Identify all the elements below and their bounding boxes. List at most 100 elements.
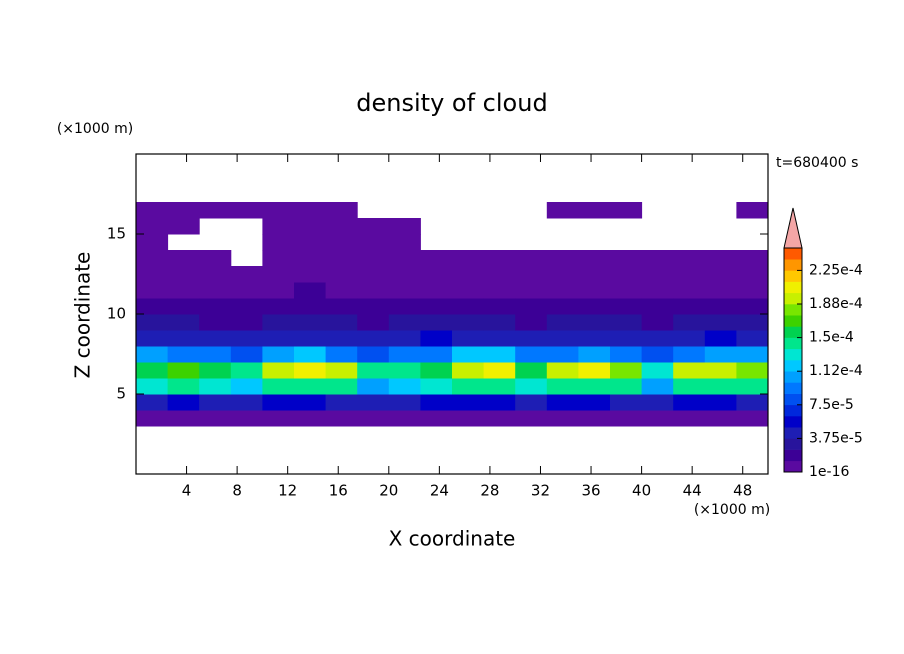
contour-cell xyxy=(167,346,200,363)
contour-cell xyxy=(136,218,169,235)
contour-cell xyxy=(641,282,674,299)
contour-cell xyxy=(578,394,611,411)
contour-cell xyxy=(136,266,169,283)
contour-cell xyxy=(262,410,295,427)
contour-cell xyxy=(167,266,200,283)
contour-cell xyxy=(294,266,327,283)
x-tick-label: 36 xyxy=(581,482,600,500)
contour-cell xyxy=(578,282,611,299)
contour-cell xyxy=(736,394,769,411)
contour-cell xyxy=(357,234,390,251)
contour-cell xyxy=(420,410,453,427)
contour-cell xyxy=(736,378,769,395)
contour-cell xyxy=(199,298,232,315)
contour-cell xyxy=(483,410,516,427)
contour-cell xyxy=(673,330,706,347)
contour-cell xyxy=(420,362,453,379)
colorbar-segment xyxy=(784,382,802,394)
contour-cell xyxy=(167,330,200,347)
contour-cell xyxy=(325,298,358,315)
contour-cell xyxy=(420,250,453,267)
colorbar-segment xyxy=(784,416,802,428)
colorbar-segment xyxy=(784,460,802,473)
contour-cell xyxy=(546,362,579,379)
contour-cell xyxy=(388,234,421,251)
contour-cell xyxy=(230,410,263,427)
contour-cell xyxy=(136,330,169,347)
colorbar-tick-label: 3.75e-5 xyxy=(809,430,863,446)
contour-cell xyxy=(167,298,200,315)
contour-cell xyxy=(262,218,295,235)
x-tick-label: 24 xyxy=(430,482,449,500)
contour-cell xyxy=(136,234,169,251)
contour-cell xyxy=(515,250,548,267)
contour-cell xyxy=(294,314,327,331)
contour-cell xyxy=(388,362,421,379)
contour-cell xyxy=(673,346,706,363)
y-unit: (×1000 m) xyxy=(57,121,133,137)
colorbar-frame xyxy=(783,247,803,473)
contour-cell xyxy=(136,394,169,411)
contour-cell xyxy=(294,362,327,379)
colorbar-segment xyxy=(784,337,802,350)
contour-cell xyxy=(420,282,453,299)
contour-cell xyxy=(546,314,579,331)
contour-cell xyxy=(262,282,295,299)
contour-cell xyxy=(388,394,421,411)
x-tick-label: 48 xyxy=(733,482,752,500)
contour-cell xyxy=(325,378,358,395)
contour-cell xyxy=(199,378,232,395)
contour-cell xyxy=(167,394,200,411)
contour-cell xyxy=(704,346,737,363)
contour-cell xyxy=(641,394,674,411)
y-tick-label: 10 xyxy=(107,305,126,323)
contour-cell xyxy=(736,266,769,283)
contour-cell xyxy=(294,282,327,299)
contour-cell xyxy=(641,410,674,427)
contour-cell xyxy=(704,362,737,379)
contour-cell xyxy=(167,410,200,427)
contour-cell xyxy=(546,266,579,283)
contour-cell xyxy=(673,266,706,283)
contour-cell xyxy=(673,282,706,299)
contour-cell xyxy=(736,298,769,315)
colorbar-segment xyxy=(784,348,802,361)
contour-cell xyxy=(136,314,169,331)
contour-cell xyxy=(420,394,453,411)
contour-cell xyxy=(230,282,263,299)
contour-cell xyxy=(483,266,516,283)
contour-cell xyxy=(262,250,295,267)
contour-cell xyxy=(546,378,579,395)
contour-cell xyxy=(546,202,579,219)
contour-cell xyxy=(262,266,295,283)
contour-cell xyxy=(357,266,390,283)
x-tick-label: 8 xyxy=(232,482,242,500)
contour-cell xyxy=(136,282,169,299)
contour-cell xyxy=(452,314,485,331)
contour-cell xyxy=(483,298,516,315)
contour-cell xyxy=(546,410,579,427)
chart-title: density of cloud xyxy=(356,89,547,117)
contour-cell xyxy=(673,362,706,379)
contour-cell xyxy=(704,250,737,267)
contour-cell xyxy=(515,266,548,283)
contour-cell xyxy=(704,266,737,283)
contour-cell xyxy=(325,266,358,283)
contour-cell xyxy=(325,330,358,347)
contour-cell xyxy=(262,346,295,363)
colorbar-tick-label: 1.88e-4 xyxy=(809,296,863,312)
contour-cell xyxy=(578,346,611,363)
contour-cell xyxy=(388,266,421,283)
contour-cell xyxy=(515,330,548,347)
contour-cell xyxy=(357,362,390,379)
contour-cell xyxy=(325,250,358,267)
contour-cell xyxy=(230,362,263,379)
contour-cell xyxy=(578,250,611,267)
x-tick-label: 44 xyxy=(683,482,702,500)
contour-cell xyxy=(515,362,548,379)
contour-cell xyxy=(515,298,548,315)
contour-cell xyxy=(578,266,611,283)
colorbar-tick-label: 1.12e-4 xyxy=(809,363,863,379)
contour-cell xyxy=(704,314,737,331)
